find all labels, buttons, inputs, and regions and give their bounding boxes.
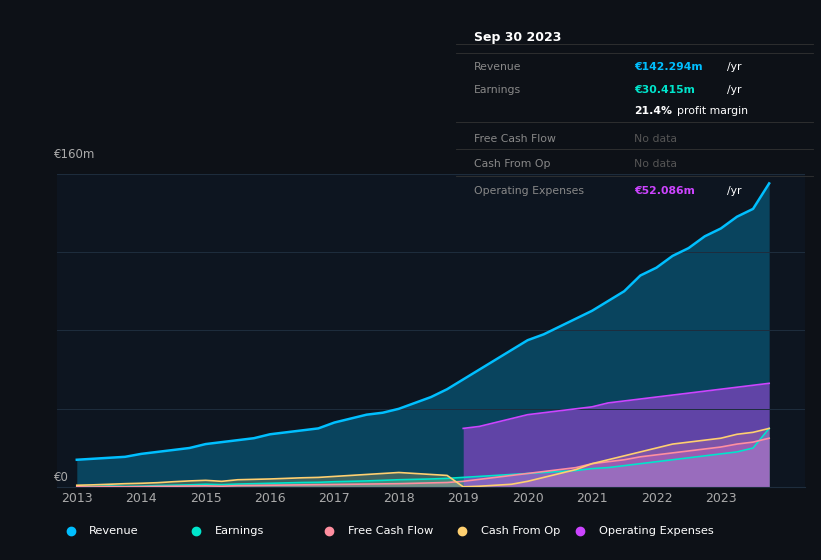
Text: Free Cash Flow: Free Cash Flow [348, 526, 433, 535]
Text: No data: No data [635, 159, 677, 169]
Text: profit margin: profit margin [677, 106, 748, 116]
Text: €30.415m: €30.415m [635, 85, 695, 95]
Text: €0: €0 [53, 471, 69, 484]
Text: Earnings: Earnings [215, 526, 264, 535]
Text: Cash From Op: Cash From Op [481, 526, 560, 535]
Text: Operating Expenses: Operating Expenses [474, 186, 584, 196]
Text: €160m: €160m [53, 148, 95, 161]
Text: 21.4%: 21.4% [635, 106, 672, 116]
Text: /yr: /yr [727, 85, 741, 95]
Text: Free Cash Flow: Free Cash Flow [474, 134, 555, 143]
Text: €52.086m: €52.086m [635, 186, 695, 196]
Text: Revenue: Revenue [474, 62, 521, 72]
Text: Earnings: Earnings [474, 85, 521, 95]
Text: Cash From Op: Cash From Op [474, 159, 550, 169]
Text: No data: No data [635, 134, 677, 143]
Text: Sep 30 2023: Sep 30 2023 [474, 31, 561, 44]
Text: /yr: /yr [727, 186, 741, 196]
Text: /yr: /yr [727, 62, 741, 72]
Text: Revenue: Revenue [89, 526, 139, 535]
Text: €142.294m: €142.294m [635, 62, 703, 72]
Text: Operating Expenses: Operating Expenses [599, 526, 713, 535]
